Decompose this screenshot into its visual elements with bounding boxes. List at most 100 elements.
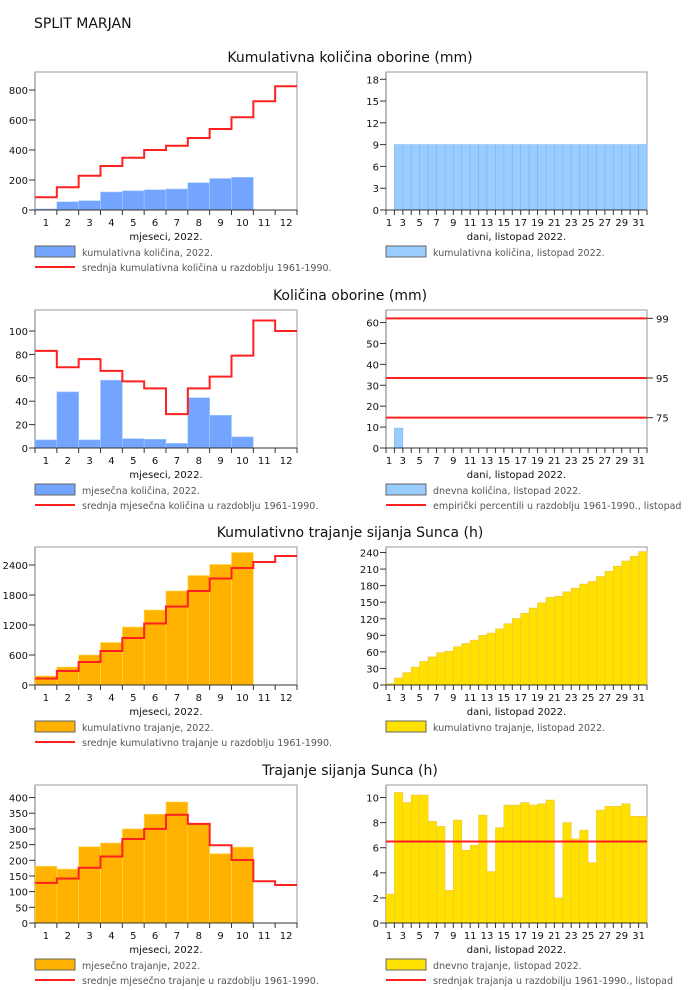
x-tick-label: 2 bbox=[65, 456, 71, 467]
bar bbox=[562, 591, 572, 686]
bar bbox=[34, 865, 58, 924]
x-tick-label: 21 bbox=[548, 456, 561, 467]
bar bbox=[165, 590, 189, 686]
y-tick-label: 80 bbox=[15, 350, 28, 361]
bar bbox=[503, 804, 513, 924]
x-axis-title: mjeseci, 2022. bbox=[129, 232, 202, 243]
x-tick-label: 8 bbox=[196, 218, 202, 229]
bar bbox=[570, 838, 580, 924]
y-tick-label: 90 bbox=[366, 631, 379, 642]
bar bbox=[503, 144, 513, 211]
legend-label: kumulativna količina, listopad 2022. bbox=[433, 248, 605, 259]
bar bbox=[436, 144, 446, 211]
x-tick-label: 10 bbox=[236, 693, 249, 704]
bar bbox=[495, 144, 505, 211]
bar bbox=[629, 144, 639, 211]
legend-swatch-bar bbox=[34, 720, 76, 733]
x-tick-label: 23 bbox=[565, 693, 578, 704]
y-tick-label: 200 bbox=[9, 856, 28, 867]
legend-label: dnevna količina, listopad 2022. bbox=[433, 486, 581, 497]
bar bbox=[629, 555, 639, 686]
bar bbox=[461, 643, 471, 686]
x-tick-label: 11 bbox=[464, 931, 477, 942]
y-tick-label: 400 bbox=[9, 794, 28, 805]
y-tick-label: 120 bbox=[360, 615, 379, 626]
bar bbox=[231, 552, 254, 686]
y-tick-label: 1200 bbox=[3, 621, 28, 632]
y-tick-label: 0 bbox=[22, 206, 28, 217]
x-tick-label: 27 bbox=[599, 456, 612, 467]
bar bbox=[545, 597, 555, 686]
bar bbox=[231, 846, 254, 924]
x-tick-label: 9 bbox=[450, 456, 456, 467]
legend-label: dnevno trajanje, listopad 2022. bbox=[433, 961, 582, 972]
bar bbox=[587, 862, 597, 924]
x-tick-label: 11 bbox=[464, 456, 477, 467]
bar bbox=[231, 177, 254, 211]
y-tick-label: 180 bbox=[360, 582, 379, 593]
y-tick-label: 240 bbox=[360, 549, 379, 560]
y-tick-label: 50 bbox=[366, 339, 379, 350]
x-tick-label: 6 bbox=[152, 218, 158, 229]
y-tick-label: 6 bbox=[373, 162, 379, 173]
x-tick-label: 5 bbox=[130, 456, 136, 467]
y-tick-label: 600 bbox=[9, 651, 28, 662]
bar bbox=[596, 576, 606, 686]
bar bbox=[419, 144, 429, 211]
y-tick-label: 100 bbox=[9, 888, 28, 899]
x-tick-label: 5 bbox=[130, 931, 136, 942]
x-tick-label: 1 bbox=[386, 931, 392, 942]
x-tick-label: 23 bbox=[565, 456, 578, 467]
y-tick-label: 2 bbox=[373, 894, 379, 905]
x-tick-label: 21 bbox=[548, 931, 561, 942]
bar bbox=[187, 823, 210, 924]
bar bbox=[486, 144, 496, 211]
bar bbox=[34, 439, 58, 449]
x-tick-label: 15 bbox=[498, 931, 511, 942]
x-tick-label: 5 bbox=[416, 931, 422, 942]
bar bbox=[444, 144, 454, 211]
x-axis-title: mjeseci, 2022. bbox=[129, 470, 202, 481]
bar bbox=[56, 868, 79, 924]
y-tick-label: 100 bbox=[9, 327, 28, 338]
bar bbox=[427, 821, 437, 924]
x-tick-label: 4 bbox=[108, 693, 114, 704]
x-tick-label: 3 bbox=[86, 218, 92, 229]
section-title-precip: Količina oborine (mm) bbox=[272, 288, 428, 304]
x-tick-label: 27 bbox=[599, 931, 612, 942]
x-tick-label: 31 bbox=[632, 456, 645, 467]
y-tick-label: 0 bbox=[373, 206, 379, 217]
bar bbox=[570, 587, 580, 686]
x-tick-label: 11 bbox=[258, 218, 271, 229]
x-tick-label: 12 bbox=[280, 456, 293, 467]
x-tick-label: 6 bbox=[152, 693, 158, 704]
x-tick-label: 15 bbox=[498, 218, 511, 229]
x-tick-label: 8 bbox=[196, 931, 202, 942]
y-tick-label: 150 bbox=[360, 598, 379, 609]
x-tick-label: 4 bbox=[108, 456, 114, 467]
bar bbox=[545, 799, 555, 924]
bar bbox=[621, 144, 631, 211]
x-tick-label: 21 bbox=[548, 218, 561, 229]
section-title-sun: Trajanje sijanja Sunca (h) bbox=[262, 763, 438, 779]
y-tick-label: 350 bbox=[9, 809, 28, 820]
x-tick-label: 11 bbox=[258, 693, 271, 704]
y-tick-label: 9 bbox=[373, 141, 379, 152]
bar bbox=[385, 893, 395, 924]
x-axis-title: mjeseci, 2022. bbox=[129, 707, 202, 718]
bar bbox=[528, 804, 538, 924]
bar bbox=[511, 144, 522, 211]
bar bbox=[629, 816, 639, 924]
x-tick-label: 10 bbox=[236, 218, 249, 229]
bar bbox=[122, 190, 145, 211]
x-tick-label: 1 bbox=[386, 456, 392, 467]
bar bbox=[122, 828, 145, 924]
x-tick-label: 27 bbox=[599, 693, 612, 704]
x-tick-label: 1 bbox=[43, 218, 49, 229]
bar bbox=[604, 806, 614, 924]
x-tick-label: 6 bbox=[152, 456, 158, 467]
x-tick-label: 13 bbox=[481, 456, 494, 467]
y-tick-label: 6 bbox=[373, 844, 379, 855]
